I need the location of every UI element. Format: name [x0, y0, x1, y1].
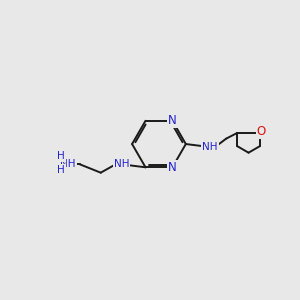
Text: O: O [257, 125, 266, 138]
Text: N: N [168, 114, 177, 127]
Text: NH: NH [114, 159, 129, 169]
Text: N: N [168, 161, 177, 174]
Text: NH: NH [202, 142, 218, 152]
Text: H: H [57, 151, 64, 161]
Text: H: H [57, 165, 64, 175]
Text: NH: NH [60, 159, 76, 169]
